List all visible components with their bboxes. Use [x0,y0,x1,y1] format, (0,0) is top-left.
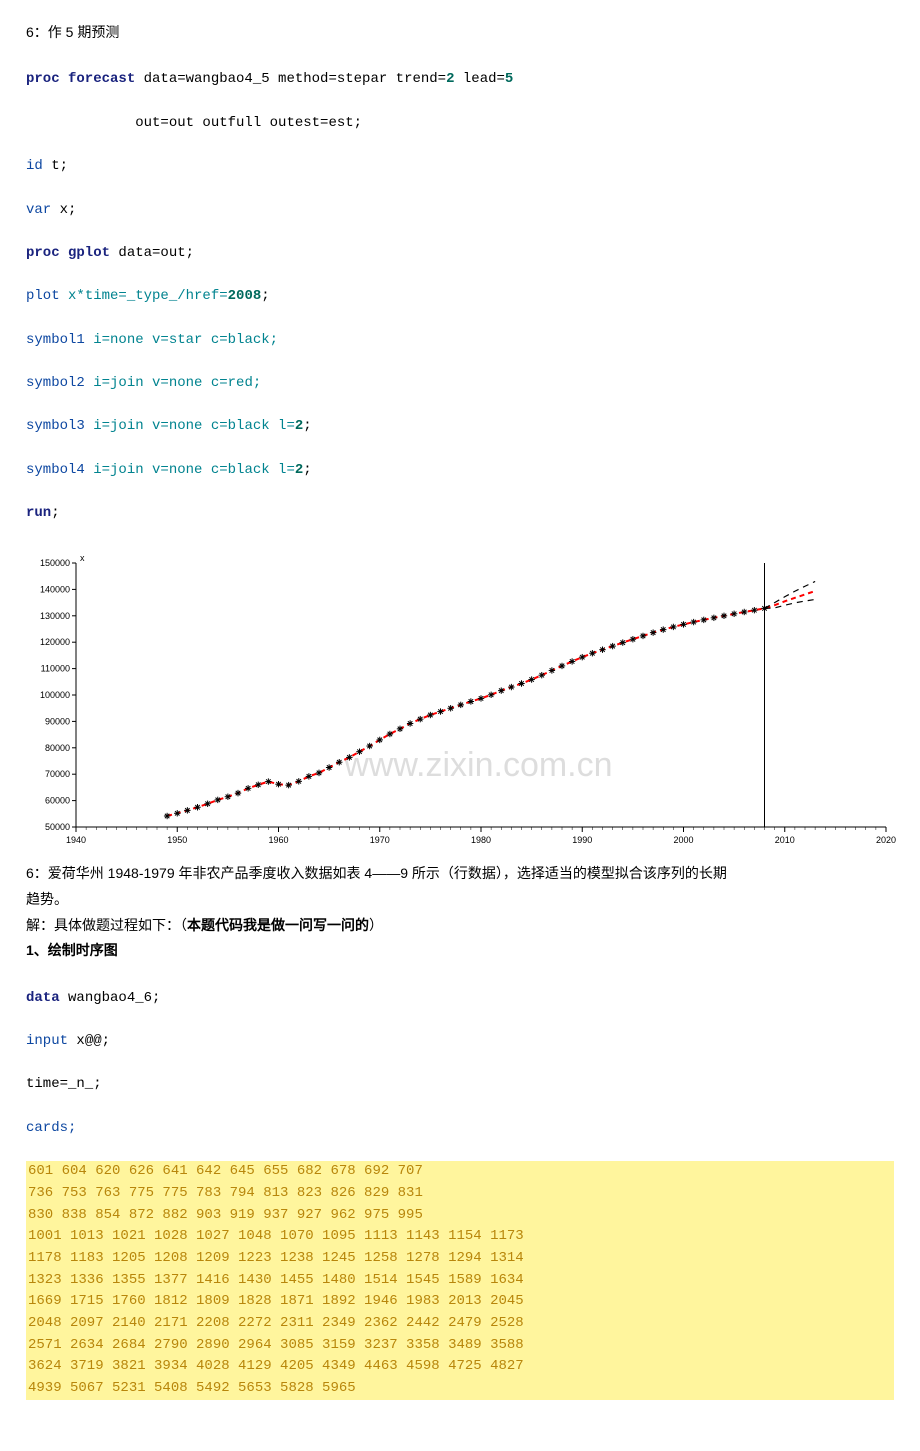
data-row: 4939 5067 5231 5408 5492 5653 5828 5965 [26,1378,894,1400]
svg-text:110000: 110000 [41,663,70,673]
kw-run: run [26,505,51,521]
kw-symbol2: symbol2 [26,375,85,391]
code-text: ; [261,288,269,304]
kw-var: var [26,202,51,218]
svg-text:1970: 1970 [370,835,390,845]
data-row: 830 838 854 872 882 903 919 937 927 962 … [26,1205,894,1227]
svg-text:60000: 60000 [45,795,70,805]
kw-data: data [26,990,60,1006]
chart-svg: 50000 60000 70000 80000 90000 100000 110000 120… [26,551,896,851]
code-block-1: proc forecast data=wangbao4_5 method=ste… [26,48,894,547]
code-text: ; [51,505,59,521]
data-row: 736 753 763 775 775 783 794 813 823 826 … [26,1183,894,1205]
code-text: t; [43,158,68,174]
section1-title: 6：作 5 期预测 [26,22,894,44]
kw-input: input [26,1033,68,1049]
data-row: 1323 1336 1355 1377 1416 1430 1455 1480 … [26,1270,894,1292]
data-row: 601 604 620 626 641 642 645 655 682 678 … [26,1161,894,1183]
svg-text:2000: 2000 [673,835,693,845]
code-text: i=none v=star c=black; [85,332,278,348]
data-row: 1669 1715 1760 1812 1809 1828 1871 1892 … [26,1291,894,1313]
para-text-a: 解：具体做题过程如下：（ [26,917,187,933]
svg-text:80000: 80000 [45,742,70,752]
code-text: i=join v=none c=black l= [85,418,295,434]
svg-text:2020: 2020 [876,835,896,845]
code-text: x*time=_type_/href= [60,288,228,304]
kw-proc-gplot: proc gplot [26,245,110,261]
kw-cards: cards; [26,1118,894,1140]
svg-text:www.zixin.com.cn: www.zixin.com.cn [343,746,612,784]
data-row: 1178 1183 1205 1208 1209 1223 1238 1245 … [26,1248,894,1270]
svg-text:1950: 1950 [167,835,187,845]
section1-prefix: 6： [26,24,48,40]
kw-proc-forecast: proc forecast [26,71,135,87]
code-block-2: data wangbao4_6; input x@@; time=_n_; ca… [26,966,894,1421]
code-text: x; [51,202,76,218]
code-text: wangbao4_6; [60,990,161,1006]
svg-text:2010: 2010 [775,835,795,845]
code-text: out=out outfull outest=est; [26,113,894,135]
num: 5 [505,71,513,87]
svg-text:1990: 1990 [572,835,592,845]
kw-symbol1: symbol1 [26,332,85,348]
code-text: data=wangbao4_5 method=stepar trend= [135,71,446,87]
para-text-bold: 本题代码我是做一问写一问的 [187,917,369,933]
svg-text:130000: 130000 [40,610,70,620]
svg-text:1980: 1980 [471,835,491,845]
para-solution: 解：具体做题过程如下：（本题代码我是做一问写一问的） [26,915,894,937]
para-text: 6：爱荷华州 1948-1979 年非农产品季度收入数据如表 4——9 所示（行… [26,865,727,881]
para-problem-2: 趋势。 [26,889,894,911]
svg-text:1960: 1960 [268,835,288,845]
code-text: ; [303,418,311,434]
data-row: 2048 2097 2140 2171 2208 2272 2311 2349 … [26,1313,894,1335]
num: 2 [295,462,303,478]
svg-text:150000: 150000 [40,558,70,568]
data-row: 1001 1013 1021 1028 1027 1048 1070 1095 … [26,1226,894,1248]
kw-symbol4: symbol4 [26,462,85,478]
kw-id: id [26,158,43,174]
data-row: 2571 2634 2684 2790 2890 2964 3085 3159 … [26,1335,894,1357]
section1-text: 作 5 期预测 [48,24,120,40]
para-problem-1: 6：爱荷华州 1948-1979 年非农产品季度收入数据如表 4——9 所示（行… [26,863,894,885]
kw-symbol3: symbol3 [26,418,85,434]
code-text: ; [303,462,311,478]
forecast-chart: 50000 60000 70000 80000 90000 100000 110000 120… [26,551,894,858]
subheading: 1、绘制时序图 [26,940,894,962]
svg-text:1940: 1940 [66,835,86,845]
code-text: i=join v=none c=black l= [85,462,295,478]
code-text: data=out; [110,245,194,261]
data-row: 3624 3719 3821 3934 4028 4129 4205 4349 … [26,1356,894,1378]
svg-text:90000: 90000 [45,716,70,726]
code-text: x@@; [68,1033,110,1049]
num: 2008 [228,288,262,304]
kw-plot: plot [26,288,60,304]
code-text: i=join v=none c=red; [85,375,261,391]
svg-text:140000: 140000 [40,584,70,594]
para-text-c: ） [369,917,383,933]
svg-text:70000: 70000 [45,769,70,779]
num: 2 [295,418,303,434]
svg-text:x: x [80,553,85,563]
svg-text:50000: 50000 [45,822,70,832]
code-text: time=_n_; [26,1074,894,1096]
svg-text:100000: 100000 [40,690,70,700]
code-text: lead= [454,71,504,87]
svg-text:120000: 120000 [40,637,70,647]
